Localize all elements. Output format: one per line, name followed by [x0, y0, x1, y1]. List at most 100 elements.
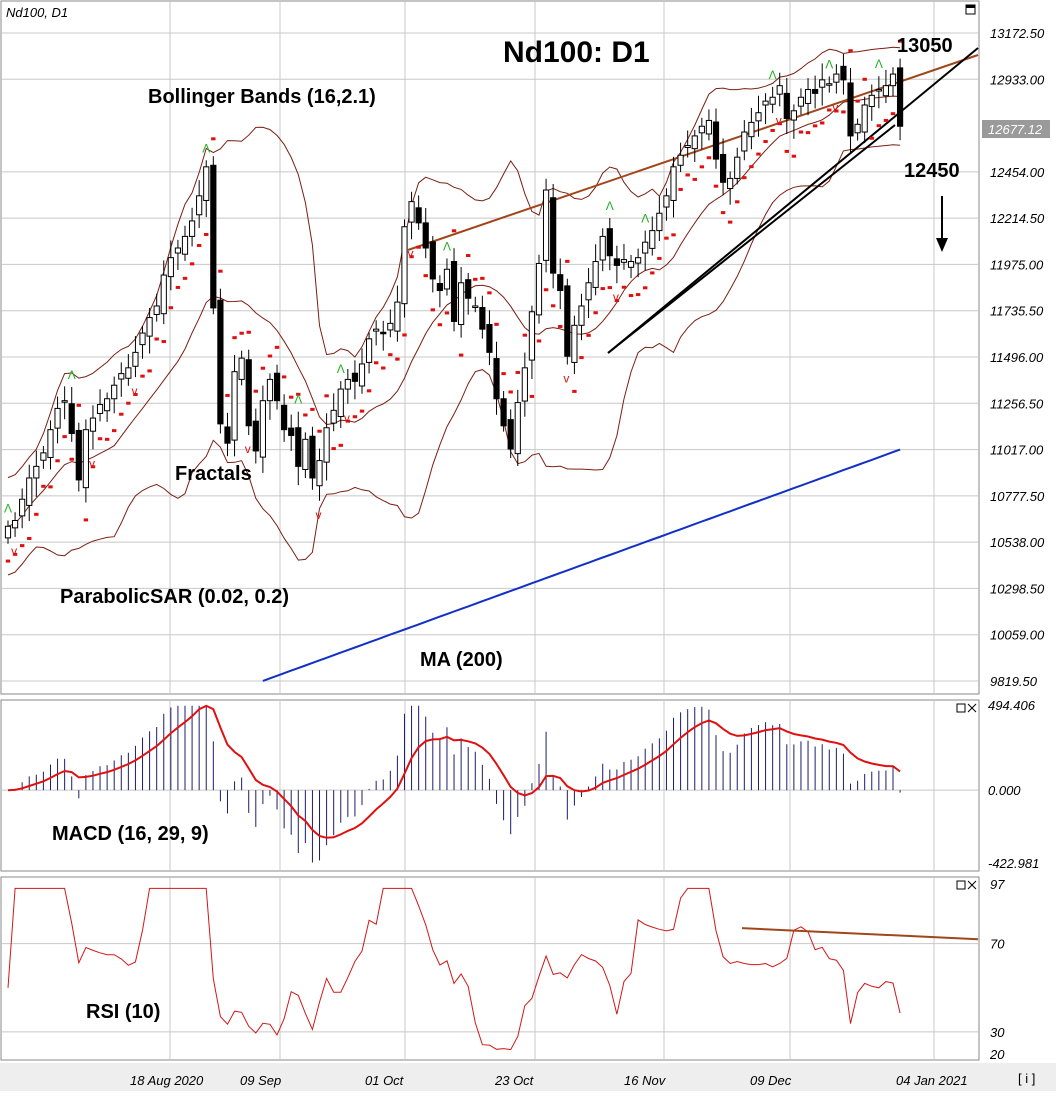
sar-dot — [890, 112, 896, 116]
candle-body — [288, 427, 295, 436]
candle-body — [606, 228, 613, 257]
rsi-label: RSI (10) — [86, 1001, 160, 1023]
price-tick-label: 10538.00 — [990, 535, 1045, 550]
sar-dot — [897, 39, 903, 43]
fractal-up-marker: Λ — [202, 141, 210, 155]
sar-dot — [543, 288, 549, 292]
candle-body — [4, 525, 12, 539]
candle-body — [550, 197, 557, 274]
candle-body — [479, 307, 486, 330]
sar-dot — [161, 340, 166, 344]
price-tick-label: 9819.50 — [990, 674, 1038, 689]
macd-panel-restore-icon[interactable] — [956, 703, 966, 713]
rsi-panel-restore-icon[interactable] — [956, 880, 966, 890]
candle-body — [500, 398, 507, 427]
sar-dot — [671, 233, 676, 237]
candle-body — [358, 363, 366, 387]
candle-body — [146, 317, 153, 337]
fractal-up-marker: Λ — [825, 57, 833, 71]
candle-body — [436, 283, 443, 292]
candle-body — [125, 367, 132, 379]
sar-dot — [444, 311, 450, 315]
candle-body — [33, 465, 40, 479]
sar-dot — [168, 306, 174, 310]
sar-dot — [763, 140, 768, 144]
candle-body — [252, 420, 259, 452]
candle-body — [790, 110, 797, 121]
footer-info-button[interactable]: [ i ] — [1018, 1071, 1035, 1086]
candle-body — [535, 262, 543, 316]
sar-dot — [791, 154, 797, 158]
sar-dot — [90, 465, 96, 469]
candle-body — [380, 331, 387, 335]
sar-dot — [579, 356, 584, 360]
sar-dot — [699, 165, 705, 169]
sar-dot — [621, 285, 627, 289]
candle-body — [705, 119, 713, 135]
sar-dot — [600, 287, 605, 291]
candle-body — [111, 384, 118, 400]
sar-dot — [798, 130, 804, 134]
rsi-panel-close-icon[interactable] — [967, 880, 977, 890]
candle-body — [330, 409, 337, 424]
macd-panel-close-icon[interactable] — [967, 703, 977, 713]
candle-body — [82, 429, 89, 489]
sar-dot — [154, 337, 159, 341]
sar-dot — [692, 177, 697, 181]
sar-dot — [381, 366, 386, 370]
fractal-up-marker: Λ — [875, 57, 883, 71]
candle-body — [309, 435, 316, 479]
sar-dot — [211, 137, 216, 141]
price-panel-maximize-icon[interactable] — [965, 4, 976, 15]
sar-dot — [805, 131, 811, 135]
price-tick-label: 11017.00 — [990, 443, 1044, 458]
candle-body — [507, 419, 514, 450]
candle-body — [698, 125, 705, 134]
sar-dot — [678, 187, 683, 191]
candle-body — [514, 402, 521, 455]
ma200-line — [262, 448, 901, 682]
fractal-up-marker: Λ — [4, 501, 12, 515]
candle-body — [833, 73, 840, 83]
sar-dot — [820, 121, 825, 125]
sar-dot — [69, 457, 74, 461]
sar-dot — [281, 375, 287, 379]
sar-dot — [189, 262, 195, 266]
sar-dot — [834, 109, 839, 113]
fractal-up-marker: Λ — [68, 368, 76, 382]
sar-dot — [324, 394, 329, 398]
sar-dot — [876, 124, 882, 128]
candle-body — [75, 429, 82, 481]
price-tick-label: 11735.50 — [990, 304, 1044, 319]
candle-body — [649, 230, 656, 249]
sar-dot — [494, 322, 499, 326]
sar-dot — [770, 128, 775, 132]
sar-dot — [643, 286, 648, 290]
candle-body — [635, 257, 642, 264]
candle-body — [203, 166, 210, 201]
candle-body — [11, 519, 19, 529]
candle-body — [691, 135, 698, 150]
sar-dot — [473, 277, 478, 281]
chart-headline: Nd100: D1 — [503, 36, 650, 69]
sar-dot — [841, 110, 846, 114]
candle-body — [599, 235, 606, 261]
candle-body — [118, 373, 125, 380]
candle-body — [47, 429, 54, 458]
sar-dot — [48, 485, 53, 489]
sar-dot — [862, 77, 867, 81]
candle-body — [458, 282, 465, 326]
candle-body — [415, 207, 422, 224]
sar-dot — [713, 184, 719, 188]
sar-dot — [614, 299, 620, 303]
sar-dot — [12, 552, 18, 556]
candle-body — [68, 403, 75, 435]
candle-body — [719, 153, 727, 183]
sar-dot — [352, 415, 358, 419]
sar-dot — [19, 544, 25, 548]
candle-body — [571, 324, 578, 363]
sar-dot — [558, 324, 563, 328]
sar-dot — [225, 393, 230, 397]
fractals-label: Fractals — [175, 463, 252, 485]
candle-body — [620, 259, 628, 263]
